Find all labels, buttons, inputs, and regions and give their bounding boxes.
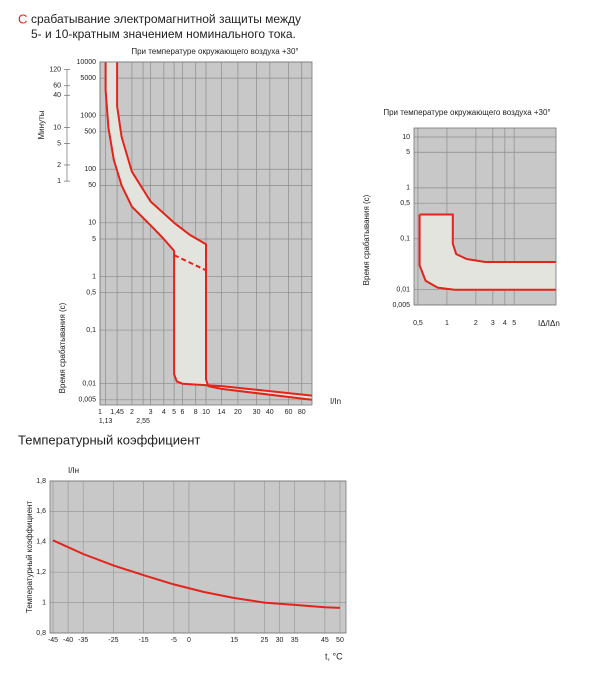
y-tick-label: 1,8 — [36, 478, 46, 485]
curve — [173, 254, 207, 272]
x-tick-label: 2,55 — [136, 418, 150, 425]
chart-subtitle: При температуре окружающего воздуха +30° — [383, 108, 550, 117]
x-tick-label: 1,45 — [110, 409, 124, 416]
y-tick-label: 0,1 — [400, 236, 410, 243]
minute-tick-label: 10 — [53, 124, 61, 131]
x-tick-label: 3 — [149, 409, 153, 416]
y-tick-label: 10000 — [77, 59, 97, 66]
y-tick-label: 1 — [406, 185, 410, 192]
x-axis-label: I/In — [330, 397, 341, 406]
x-tick-label: 50 — [336, 637, 344, 644]
y-tick-label: 1,2 — [36, 569, 46, 576]
x-tick-label: 2 — [130, 409, 134, 416]
y-unit: I/Iн — [68, 466, 79, 475]
y-tick-label: 500 — [84, 129, 96, 136]
x-tick-label: 15 — [230, 637, 238, 644]
curve — [116, 62, 313, 401]
x-tick-label: 6 — [181, 409, 185, 416]
minute-axis-label: Минуты — [37, 110, 46, 139]
x-tick-label: 10 — [202, 409, 210, 416]
x-tick-label: 14 — [218, 409, 226, 416]
x-tick-label: -5 — [171, 637, 177, 644]
header-line: срабатывание электромагнитной защиты меж… — [31, 12, 301, 26]
x-tick-label: 20 — [234, 409, 242, 416]
band-fill — [419, 214, 556, 290]
x-tick-label: 5 — [172, 409, 176, 416]
chart-title: Температурный коэффициент — [18, 432, 200, 447]
y-tick-label: 5 — [92, 236, 96, 243]
y-tick-label: 0,1 — [86, 327, 96, 334]
x-tick-label: 80 — [298, 409, 306, 416]
y-tick-label: 1,4 — [36, 539, 46, 546]
y-tick-label: 0,5 — [400, 200, 410, 207]
y-axis-label: Время срабатывания (с) — [362, 194, 371, 285]
minute-tick-label: 40 — [53, 92, 61, 99]
x-tick-label: 4 — [503, 320, 507, 327]
x-tick-label: 25 — [261, 637, 269, 644]
x-tick-label: -40 — [63, 637, 73, 644]
x-tick-label: 1 — [98, 409, 102, 416]
y-tick-label: 0,01 — [396, 287, 410, 294]
x-tick-label: 1 — [445, 320, 449, 327]
y-tick-label: 0,005 — [78, 397, 96, 404]
y-tick-label: 10 — [402, 134, 410, 141]
x-tick-label: 1,13 — [99, 418, 113, 425]
x-tick-label: 5 — [512, 320, 516, 327]
x-tick-label: 35 — [291, 637, 299, 644]
x-tick-label: 0 — [187, 637, 191, 644]
x-tick-label: 40 — [266, 409, 274, 416]
curve — [418, 214, 556, 291]
x-tick-label: 8 — [194, 409, 198, 416]
plot-border — [49, 480, 347, 634]
y-tick-label: 0,01 — [82, 381, 96, 388]
plot-border — [99, 61, 313, 406]
curve — [52, 539, 341, 609]
y-axis-label: Температурный коэффициент — [25, 501, 34, 614]
minute-tick-label: 1 — [57, 178, 61, 185]
y-tick-label: 1000 — [80, 112, 96, 119]
x-tick-label: 3 — [491, 320, 495, 327]
x-tick-label: 45 — [321, 637, 329, 644]
header-marker: С — [18, 11, 27, 26]
y-tick-label: 0,5 — [86, 289, 96, 296]
x-tick-label: -25 — [108, 637, 118, 644]
curve — [419, 213, 556, 263]
y-tick-label: 0,005 — [392, 302, 410, 309]
x-tick-label: 30 — [253, 409, 261, 416]
y-tick-label: 0,8 — [36, 630, 46, 637]
x-tick-label: -45 — [48, 637, 58, 644]
y-tick-label: 5 — [406, 149, 410, 156]
x-tick-label: 4 — [162, 409, 166, 416]
x-tick-label: 2 — [474, 320, 478, 327]
minute-tick-label: 5 — [57, 140, 61, 147]
y-tick-label: 100 — [84, 166, 96, 173]
plot-background — [50, 481, 346, 633]
y-tick-label: 1 — [92, 273, 96, 280]
x-tick-label: 60 — [285, 409, 293, 416]
minute-tick-label: 2 — [57, 162, 61, 169]
curve — [104, 62, 313, 397]
x-axis-label: t, °C — [325, 651, 343, 661]
x-tick-label: 0,5 — [413, 320, 423, 327]
chart-subtitle: При температуре окружающего воздуха +30° — [131, 47, 298, 56]
header-line: 5- и 10-кратным значением номинального т… — [31, 27, 296, 41]
x-tick-label: -35 — [78, 637, 88, 644]
y-tick-label: 1,6 — [36, 508, 46, 515]
minute-tick-label: 120 — [49, 66, 61, 73]
y-tick-label: 10 — [88, 220, 96, 227]
plot-border — [413, 127, 557, 306]
y-tick-label: 5000 — [80, 75, 96, 82]
y-axis-label: Время срабатывания (с) — [58, 302, 67, 393]
x-tick-label: 30 — [276, 637, 284, 644]
y-tick-label: 50 — [88, 182, 96, 189]
y-tick-label: 1 — [42, 599, 46, 606]
x-tick-label: -15 — [139, 637, 149, 644]
minute-tick-label: 60 — [53, 83, 61, 90]
x-axis-label: IΔ/IΔn — [538, 319, 560, 328]
